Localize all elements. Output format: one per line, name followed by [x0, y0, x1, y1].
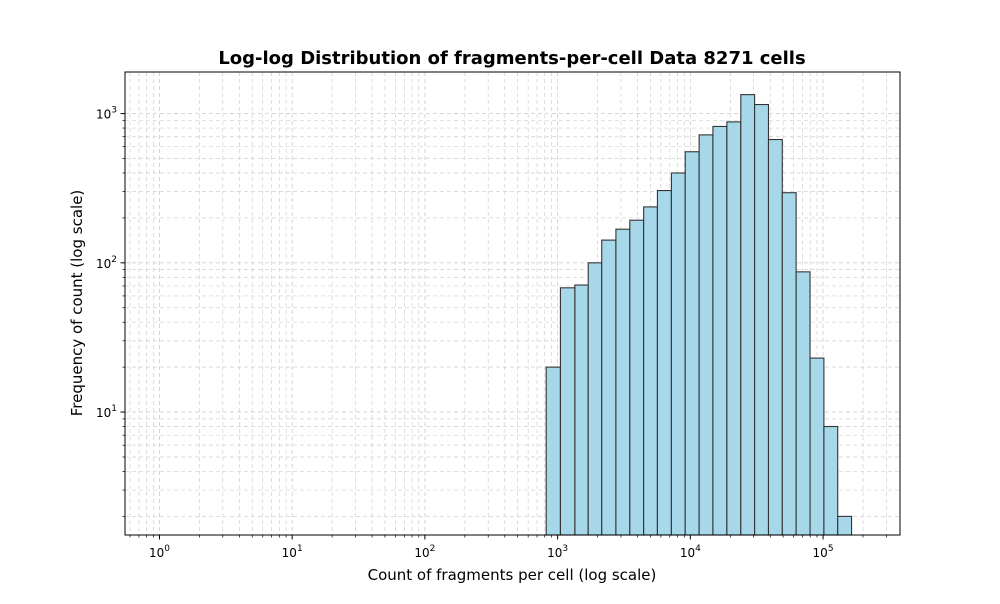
histogram-bar	[837, 515, 853, 536]
histogram-bar	[809, 357, 825, 536]
histogram-bar	[601, 239, 617, 536]
y-tick-label: 102	[96, 255, 117, 271]
histogram-bar	[587, 262, 603, 536]
histogram-bar	[726, 121, 742, 536]
histogram-bar	[545, 366, 561, 536]
histogram-bar	[698, 134, 714, 536]
histogram-bar	[767, 139, 783, 536]
x-tick-label: 104	[680, 544, 701, 560]
histogram-bars	[545, 94, 853, 536]
x-tick-label: 103	[547, 544, 568, 560]
histogram-bar	[684, 151, 700, 536]
x-axis-label: Count of fragments per cell (log scale)	[368, 566, 657, 584]
x-tick-label: 100	[149, 544, 170, 560]
histogram-bar	[670, 172, 686, 536]
plot-frame	[124, 71, 901, 536]
histogram-bar	[629, 219, 645, 536]
histogram-bar	[712, 125, 728, 536]
histogram-bar	[740, 94, 756, 536]
x-tick-label: 102	[414, 544, 435, 560]
chart-title: Log-log Distribution of fragments-per-ce…	[218, 48, 805, 69]
histogram-bar	[615, 228, 631, 536]
histogram-bar	[574, 284, 589, 536]
y-tick-label: 103	[96, 106, 117, 122]
histogram-bar	[795, 271, 811, 536]
histogram-bar	[643, 206, 658, 536]
x-tick-label: 101	[282, 544, 303, 560]
histogram-bar	[559, 287, 576, 536]
histogram-bar	[754, 103, 770, 536]
axis-ticks: 100 101 102 103 104 105 101 102 103	[96, 106, 887, 560]
histogram-bar	[656, 190, 672, 536]
y-tick-label: 101	[96, 404, 117, 420]
histogram-bar	[781, 192, 797, 536]
histogram-bar	[823, 425, 839, 536]
y-axis-label: Frequency of count (log scale)	[68, 190, 86, 417]
x-tick-label: 105	[813, 544, 834, 560]
